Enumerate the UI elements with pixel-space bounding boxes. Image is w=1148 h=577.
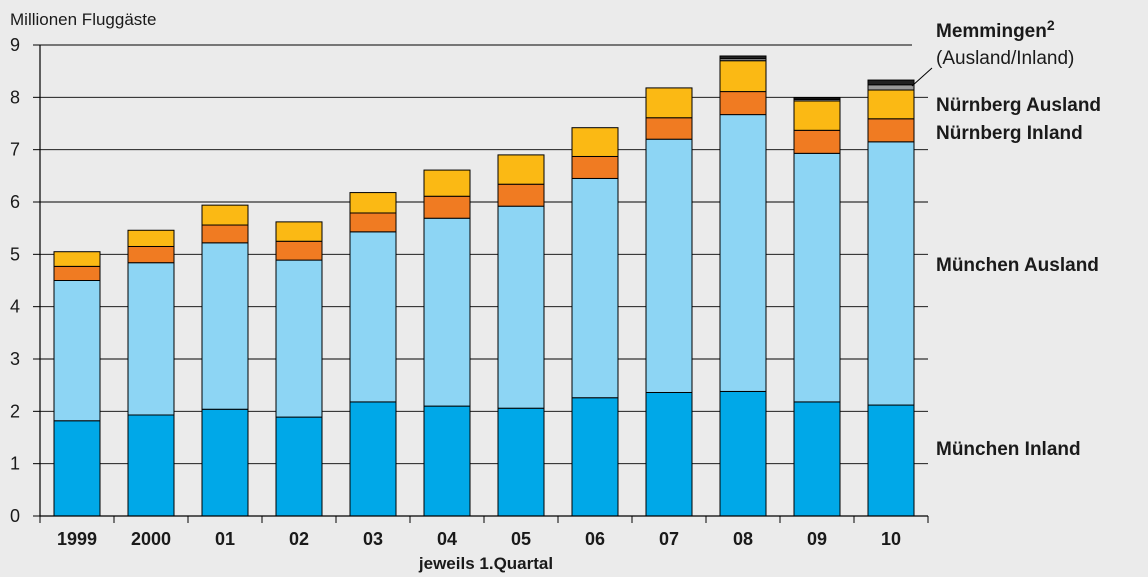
x-tick-label: 07 [659,529,679,549]
x-tick-label: 01 [215,529,235,549]
legend-memmingen-leader [911,67,933,87]
bar-segment [127,262,175,416]
y-axis-ticks: 0 1 2 3 4 5 6 7 8 9 [10,35,40,526]
bar-segment [349,212,397,233]
bar-segment [497,407,545,517]
x-tick-label: 05 [511,529,531,549]
x-axis-label: jeweils 1.Quartal [418,554,553,573]
bar-segment [645,87,693,119]
bar-segment [719,91,767,116]
legend-nuernberg-ausland: Nürnberg Ausland [936,95,1101,116]
bar-segment [201,204,249,226]
y-tick-label: 4 [10,297,20,317]
bars [53,55,915,517]
bar-segment [497,205,545,409]
legend: Memmingen2 (Ausland/Inland) Nürnberg Aus… [911,17,1101,460]
bar-segment [275,240,323,261]
bar-segment [571,127,619,157]
legend-memmingen-sub: (Ausland/Inland) [936,48,1074,69]
bar-segment [571,177,619,399]
bar-segment [423,217,471,407]
bar-segment [349,401,397,517]
gridlines [40,44,928,465]
bar-segment [201,242,249,410]
y-tick-label: 7 [10,140,20,160]
x-tick-label: 02 [289,529,309,549]
x-axis-ticks: 1999 2000 01 02 03 04 05 06 07 08 09 10 [39,516,929,549]
bar-segment [719,390,767,517]
y-tick-label: 2 [10,401,20,421]
x-tick-label: 10 [881,529,901,549]
y-tick-label: 8 [10,87,20,107]
bar-segment [53,265,101,281]
bar-segment [719,60,767,93]
bar-segment [127,414,175,517]
bar-segment [867,89,915,120]
bar-segment [645,138,693,393]
bar-segment [645,391,693,517]
y-tick-label: 0 [10,506,20,526]
bar-segment [275,259,323,418]
bar-segment [867,118,915,143]
legend-memmingen-title: Memmingen [936,21,1047,42]
bar-segment [867,84,915,91]
y-tick-label: 6 [10,192,20,212]
y-tick-label: 5 [10,244,20,264]
y-tick-label: 1 [10,454,20,474]
legend-muenchen-ausland: München Ausland [936,255,1099,276]
y-tick-label: 9 [10,35,20,55]
bar-segment [793,129,841,154]
bar-segment [201,408,249,517]
legend-memmingen-sup: 2 [1047,17,1055,33]
x-tick-label: 09 [807,529,827,549]
bar-segment [127,245,175,264]
bar-segment [423,195,471,219]
y-tick-label: 3 [10,349,20,369]
bar-segment [423,169,471,197]
bar-segment [571,155,619,179]
bar-segment [793,401,841,517]
legend-muenchen-inland: München Inland [936,439,1081,460]
bar-segment [53,251,101,267]
x-tick-label: 2000 [131,529,171,549]
bar-segment [349,231,397,403]
bar-segment [719,55,767,60]
bar-segment [867,141,915,406]
bar-segment [571,397,619,517]
x-tick-label: 06 [585,529,605,549]
bar-segment [867,79,915,86]
bar-segment [201,224,249,244]
bar-segment [497,154,545,185]
bar-segment [793,97,841,100]
bar-segment [53,420,101,517]
y-axis-label: Millionen Fluggäste [10,10,156,29]
bar-segment [793,100,841,131]
bar-segment [275,221,323,242]
x-tick-label: 1999 [57,529,97,549]
bar-segment [53,280,101,422]
x-tick-label: 08 [733,529,753,549]
bar-segment [793,152,841,403]
legend-nuernberg-inland: Nürnberg Inland [936,123,1083,144]
bar-segment [127,229,175,247]
bar-segment [719,114,767,392]
legend-memmingen: Memmingen2 [936,17,1055,42]
bar-segment [497,183,545,207]
bar-segment [645,117,693,140]
bar-segment [423,405,471,517]
x-tick-label: 04 [437,529,457,549]
x-tick-label: 03 [363,529,383,549]
bar-segment [275,416,323,517]
bar-segment [349,192,397,214]
bar-segment [867,404,915,517]
